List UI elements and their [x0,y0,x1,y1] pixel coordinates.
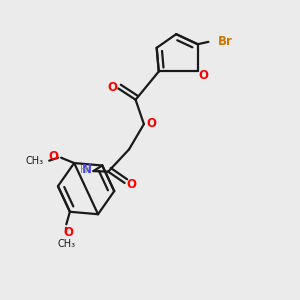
Text: O: O [107,81,117,94]
Text: O: O [198,69,208,82]
Text: O: O [49,150,59,163]
Text: H: H [80,165,87,175]
Text: O: O [146,117,156,130]
Text: CH₃: CH₃ [57,239,75,249]
Text: O: O [126,178,136,191]
Text: O: O [64,226,74,239]
Text: N: N [82,164,92,176]
Text: Br: Br [218,35,233,48]
Text: CH₃: CH₃ [25,156,43,166]
